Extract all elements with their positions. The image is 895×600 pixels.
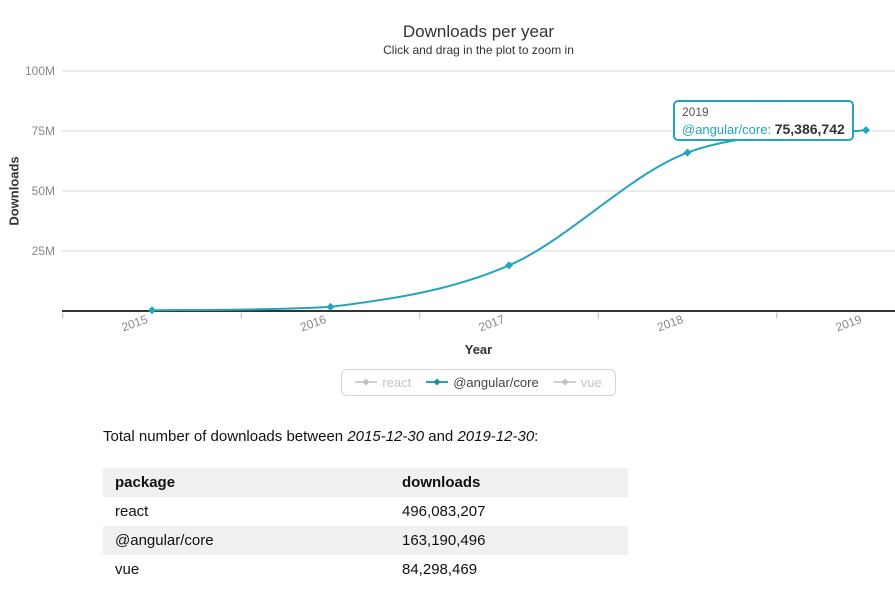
line-marker-icon (553, 375, 576, 390)
y-tick-label: 50M (32, 184, 55, 198)
data-point-marker[interactable] (148, 306, 156, 315)
package-column-header: package (115, 474, 176, 491)
legend-item-label: vue (580, 375, 602, 390)
x-tick-label: 2015 (120, 312, 150, 334)
summary-prefix: Total number of downloads between (103, 428, 348, 445)
package-cell: react (115, 503, 149, 520)
table-row: react 496,083,207 (103, 497, 628, 526)
table-row: vue 84,298,469 (103, 555, 628, 584)
data-point-marker[interactable] (505, 261, 513, 270)
summary-middle: and (424, 428, 458, 445)
data-point-marker[interactable] (683, 148, 692, 157)
tooltip-series-name: @angular/core: (682, 122, 775, 137)
downloads-column-header: downloads (402, 474, 481, 491)
y-tick-label: 75M (32, 124, 55, 138)
y-tick-label: 25M (32, 244, 55, 258)
x-tick-label: 2019 (834, 312, 864, 334)
x-tick-label: 2018 (655, 312, 685, 334)
legend-box: react @angular/core vue (341, 369, 616, 396)
downloads-cell: 163,190,496 (402, 532, 486, 549)
data-point-marker[interactable] (326, 302, 335, 311)
x-tick-label: 2016 (298, 312, 328, 334)
downloads-table: package downloads react 496,083,207 @angul… (103, 468, 628, 584)
chart-subtitle: Click and drag in the plot to zoom in (383, 43, 574, 57)
x-axis-title: Year (464, 342, 493, 357)
tooltip-value: 75,386,742 (774, 121, 845, 137)
line-marker-icon (355, 375, 378, 390)
summary-start-date: 2015-12-30 (347, 428, 425, 445)
chart-title: Downloads per year (402, 22, 555, 41)
package-cell: vue (115, 561, 140, 578)
tooltip-value-line: @angular/core: 75,386,742 (682, 120, 845, 139)
plot-area[interactable]: 25M 50M 75M 100M 2015 2016 2017 2018 2019 (0, 0, 895, 405)
package-cell: @angular/core (115, 532, 214, 549)
legend-item-react[interactable]: react (355, 375, 411, 390)
tooltip-year: 2019 (682, 105, 709, 119)
summary-text: Total number of downloads between 2015-1… (103, 428, 538, 445)
table-row: @angular/core 163,190,496 (103, 526, 628, 555)
line-marker-icon (426, 375, 449, 390)
legend-item-label: react (382, 375, 412, 390)
table-header-row: package downloads (103, 468, 628, 497)
series-line (151, 129, 867, 312)
downloads-cell: 496,083,207 (402, 503, 486, 520)
y-tick-label: 100M (25, 64, 55, 78)
legend: react @angular/core vue (62, 369, 895, 396)
summary-suffix: : (534, 428, 539, 445)
hover-tooltip: 2019 @angular/core: 75,386,742 (673, 100, 854, 141)
x-tick-label: 2017 (477, 312, 507, 334)
legend-item-vue[interactable]: vue (553, 375, 602, 390)
y-axis-title: Downloads (6, 156, 22, 226)
legend-item-angular-core[interactable]: @angular/core (426, 375, 539, 390)
legend-item-label: @angular/core (453, 375, 539, 390)
downloads-cell: 84,298,469 (402, 561, 478, 578)
data-point-marker[interactable] (862, 126, 870, 135)
summary-end-date: 2019-12-30 (457, 428, 535, 445)
